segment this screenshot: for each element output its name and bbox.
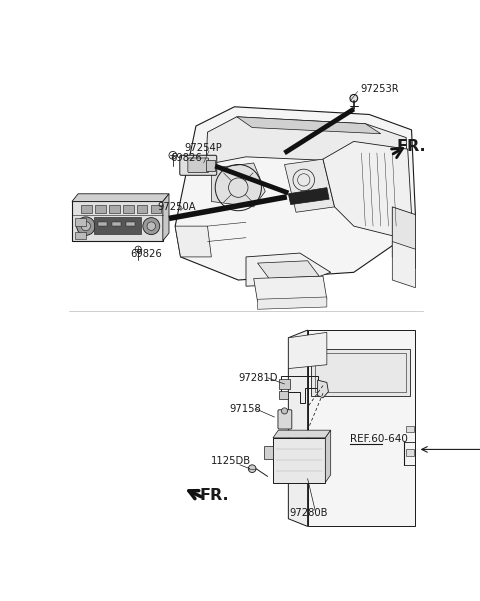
Bar [279, 379, 290, 389]
Polygon shape [288, 332, 327, 368]
Bar [95, 206, 106, 213]
Polygon shape [72, 201, 163, 241]
Bar [126, 222, 135, 226]
Polygon shape [392, 242, 415, 288]
Circle shape [81, 222, 90, 231]
Bar [94, 217, 141, 234]
FancyBboxPatch shape [188, 158, 209, 172]
Polygon shape [323, 141, 411, 237]
FancyBboxPatch shape [278, 410, 292, 429]
Polygon shape [163, 194, 169, 241]
Bar [206, 160, 215, 171]
Bar [406, 426, 414, 433]
Polygon shape [308, 330, 415, 526]
Polygon shape [288, 330, 308, 526]
Bar [406, 450, 414, 456]
Bar [273, 438, 325, 483]
Polygon shape [206, 117, 408, 172]
Bar [312, 349, 410, 395]
Polygon shape [237, 117, 381, 133]
Polygon shape [273, 430, 331, 438]
Text: 97254P: 97254P [184, 142, 222, 153]
Text: 1125DB: 1125DB [211, 456, 252, 466]
Text: FR.: FR. [396, 139, 426, 154]
Text: 97158: 97158 [229, 404, 261, 413]
Bar [315, 353, 406, 392]
Circle shape [248, 465, 256, 472]
Text: 97253R: 97253R [360, 84, 398, 94]
Bar [123, 206, 133, 213]
Text: 97250A: 97250A [157, 202, 196, 212]
Bar [279, 391, 288, 400]
Bar [81, 206, 92, 213]
Circle shape [281, 408, 288, 414]
Polygon shape [288, 188, 329, 204]
Text: FR.: FR. [200, 488, 229, 503]
Polygon shape [211, 163, 265, 207]
Polygon shape [264, 445, 273, 459]
Polygon shape [175, 226, 211, 257]
Text: 97280B: 97280B [289, 508, 328, 517]
Circle shape [350, 94, 358, 102]
Bar [75, 231, 86, 239]
Bar [98, 222, 108, 226]
Text: REF.60-640: REF.60-640 [350, 435, 408, 444]
Bar [151, 206, 161, 213]
Bar [137, 206, 147, 213]
Polygon shape [285, 159, 335, 212]
Text: 69826: 69826 [131, 249, 162, 259]
Bar [75, 218, 86, 226]
Polygon shape [318, 380, 328, 398]
Text: 97281D: 97281D [238, 373, 278, 383]
Circle shape [143, 218, 160, 234]
Polygon shape [246, 253, 331, 286]
FancyBboxPatch shape [180, 155, 217, 175]
Polygon shape [258, 261, 319, 278]
Bar [112, 222, 121, 226]
Polygon shape [258, 297, 327, 310]
Polygon shape [392, 207, 415, 269]
Text: 69826: 69826 [170, 153, 202, 163]
Circle shape [77, 217, 95, 236]
Polygon shape [72, 194, 169, 201]
Circle shape [147, 222, 156, 230]
Polygon shape [254, 276, 327, 302]
Polygon shape [175, 107, 415, 280]
Bar [109, 206, 120, 213]
Polygon shape [325, 430, 331, 483]
